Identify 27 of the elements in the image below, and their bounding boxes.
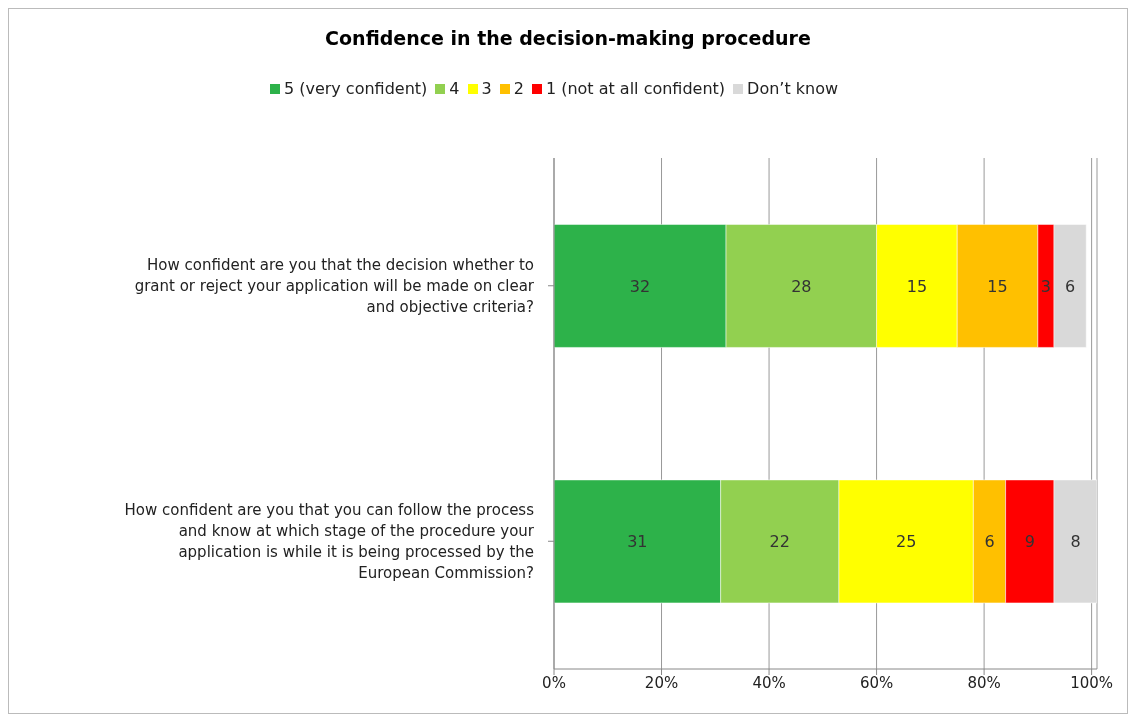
y-tick-label: How confident are you that you can follow the process and know at which stage of the procedure your application is while it is being processed by the European Commission? xyxy=(124,500,535,582)
data-label: 15 xyxy=(987,276,1008,296)
data-label: 31 xyxy=(627,532,648,552)
data-label: 28 xyxy=(791,276,812,296)
x-tick-label: 40% xyxy=(752,673,786,692)
data-label: 22 xyxy=(769,532,790,552)
data-label: 8 xyxy=(1070,532,1081,552)
legend-label: 5 (very confident) xyxy=(282,79,428,98)
x-tick-label: 80% xyxy=(967,673,1001,692)
data-label: 9 xyxy=(1024,532,1035,552)
x-tick-label: 0% xyxy=(542,673,566,692)
x-tick-label: 100% xyxy=(1070,673,1114,692)
data-label: 15 xyxy=(906,276,928,296)
data-label: 25 xyxy=(895,532,917,552)
chart-title: Confidence in the decision-making procedure xyxy=(324,27,812,49)
legend-label: Don’t know xyxy=(746,79,839,98)
legend-label: 4 xyxy=(448,79,460,98)
legend-label: 1 (not at all confident) xyxy=(544,79,726,98)
x-tick-label: 60% xyxy=(859,673,894,692)
data-label: 3 xyxy=(1040,276,1052,296)
legend-label: 3 xyxy=(480,79,492,98)
x-tick-label: 20% xyxy=(644,673,679,692)
legend-label: 2 xyxy=(512,79,524,98)
data-label: 6 xyxy=(984,532,995,552)
y-tick-label: How confident are you that the decision whether to grant or reject your application will be made on clear and objective criteria? xyxy=(134,255,535,316)
data-label: 6 xyxy=(1065,276,1076,296)
data-label: 32 xyxy=(629,276,651,296)
